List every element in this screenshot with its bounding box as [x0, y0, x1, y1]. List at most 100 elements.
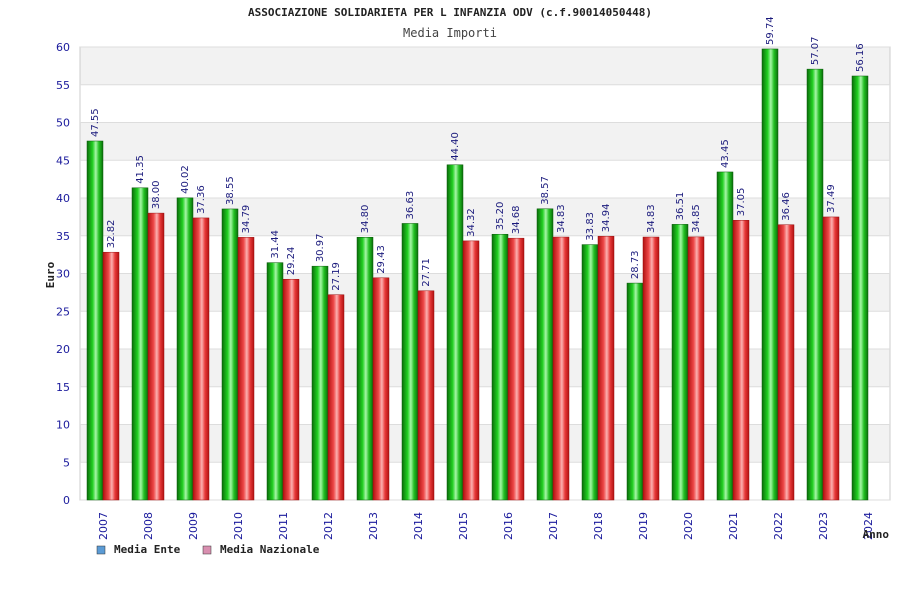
- x-tick-label: 2020: [682, 512, 695, 540]
- data-labels: 47.55 32.82 41.35 38.00 40.02 37.36 38.55 34.79…: [90, 16, 866, 290]
- bar-media-nazionale-2018: [597, 235, 615, 501]
- legend-label-media-nazionale: Media Nazionale: [220, 543, 320, 556]
- x-tick-label: 2011: [277, 512, 290, 540]
- data-label: 34.83: [556, 204, 567, 233]
- bar-media-nazionale-2011: [282, 278, 300, 501]
- x-tick-label: 2014: [412, 512, 425, 540]
- bars: [86, 48, 869, 501]
- data-label: 34.80: [360, 205, 371, 234]
- plot-band: [80, 273, 890, 312]
- bar-media-ente-2009: [176, 197, 194, 501]
- x-axis-label: Anno: [863, 528, 890, 541]
- bar-media-nazionale-2022: [777, 224, 795, 501]
- y-tick-label: 55: [56, 79, 70, 92]
- data-label: 43.45: [720, 139, 731, 168]
- legend-swatch-media-nazionale: [202, 545, 212, 555]
- data-label: 40.02: [180, 165, 191, 194]
- data-label: 41.35: [135, 155, 146, 184]
- data-label: 27.71: [421, 258, 432, 287]
- legend-label-media-ente: Media Ente: [114, 543, 181, 556]
- legend-swatch-media-ente: [96, 545, 106, 555]
- y-tick-label: 25: [56, 305, 70, 318]
- bar-media-ente-2016: [491, 233, 509, 501]
- data-label: 34.32: [466, 208, 477, 237]
- data-label: 29.43: [376, 245, 387, 274]
- plot-band: [80, 349, 890, 387]
- bar-media-ente-2021: [716, 171, 734, 501]
- x-tick-label: 2015: [457, 512, 470, 540]
- bar-media-ente-2007: [86, 140, 104, 501]
- x-tick-label: 2012: [322, 512, 335, 540]
- chart-subtitle: Media Importi: [403, 26, 497, 40]
- x-tick-label: 2008: [142, 512, 155, 540]
- bar-media-ente-2023: [806, 68, 824, 501]
- bar-media-ente-2020: [671, 224, 689, 501]
- bar-media-ente-2017: [536, 208, 554, 501]
- data-label: 38.57: [540, 176, 551, 205]
- bar-media-nazionale-2010: [237, 237, 255, 501]
- bar-media-ente-2011: [266, 262, 284, 501]
- data-label: 37.05: [736, 188, 747, 217]
- plot-band: [80, 424, 890, 463]
- plot-band: [80, 235, 890, 274]
- data-label: 28.73: [630, 250, 641, 279]
- bar-media-ente-2010: [221, 208, 239, 501]
- data-label: 38.55: [225, 176, 236, 205]
- bar-media-ente-2018: [581, 244, 599, 501]
- y-tick-label: 20: [56, 343, 70, 356]
- data-label: 37.36: [196, 185, 207, 214]
- bar-media-nazionale-2008: [147, 212, 165, 501]
- y-tick-label: 30: [56, 268, 70, 281]
- x-tick-label: 2018: [592, 512, 605, 540]
- y-tick-label: 15: [56, 381, 70, 394]
- y-tick-label: 60: [56, 41, 70, 54]
- data-label: 36.63: [405, 191, 416, 220]
- bar-media-ente-2015: [446, 164, 464, 501]
- bar-media-ente-2012: [311, 265, 329, 501]
- bar-media-ente-2022: [761, 48, 779, 501]
- x-tick-label: 2021: [727, 512, 740, 540]
- x-tick-label: 2023: [817, 512, 830, 540]
- bar-media-nazionale-2014: [417, 290, 435, 501]
- y-axis-ticks: 0 5 10 15 20 25 30 35 40 45 50 55 60: [56, 41, 70, 507]
- bar-media-nazionale-2021: [732, 220, 750, 501]
- data-label: 57.07: [810, 36, 821, 65]
- chart-title: ASSOCIAZIONE SOLIDARIETA PER L INFANZIA …: [248, 6, 652, 19]
- data-label: 35.20: [495, 202, 506, 231]
- bar-media-ente-2019: [626, 282, 644, 501]
- gridlines: [80, 46, 890, 501]
- legend: Media Ente Media Nazionale: [96, 543, 320, 556]
- data-label: 34.68: [511, 206, 522, 235]
- bar-media-nazionale-2023: [822, 216, 840, 501]
- data-label: 59.74: [765, 16, 776, 45]
- data-label: 34.83: [646, 204, 657, 233]
- bar-media-ente-2013: [356, 237, 374, 501]
- data-label: 33.83: [585, 212, 596, 241]
- data-label: 34.85: [691, 204, 702, 233]
- plot-band: [80, 122, 890, 161]
- bar-media-nazionale-2019: [642, 236, 660, 501]
- bar-media-ente-2008: [131, 187, 149, 501]
- x-tick-label: 2013: [367, 512, 380, 540]
- y-axis-label: Euro: [44, 261, 57, 288]
- data-label: 56.16: [855, 43, 866, 72]
- x-tick-label: 2010: [232, 512, 245, 540]
- data-label: 44.40: [450, 132, 461, 161]
- y-tick-label: 0: [63, 494, 70, 507]
- bar-media-nazionale-2007: [102, 251, 120, 501]
- x-tick-label: 2016: [502, 512, 515, 540]
- plot-background: [79, 46, 891, 501]
- data-label: 36.51: [675, 192, 686, 221]
- x-tick-label: 2017: [547, 512, 560, 540]
- data-label: 38.00: [151, 180, 162, 209]
- plot-band: [80, 462, 890, 500]
- x-axis-ticks: 2007 2008 2009 2010 2011 2012 2013 2014 2015 2016…: [97, 512, 875, 540]
- data-label: 34.94: [601, 204, 612, 233]
- x-tick-label: 2019: [637, 512, 650, 540]
- plot-band: [80, 47, 890, 85]
- bar-media-nazionale-2009: [192, 217, 210, 501]
- x-tick-label: 2022: [772, 512, 785, 540]
- data-label: 32.82: [106, 220, 117, 249]
- bar-media-nazionale-2015: [462, 240, 480, 501]
- plot-band: [80, 84, 890, 123]
